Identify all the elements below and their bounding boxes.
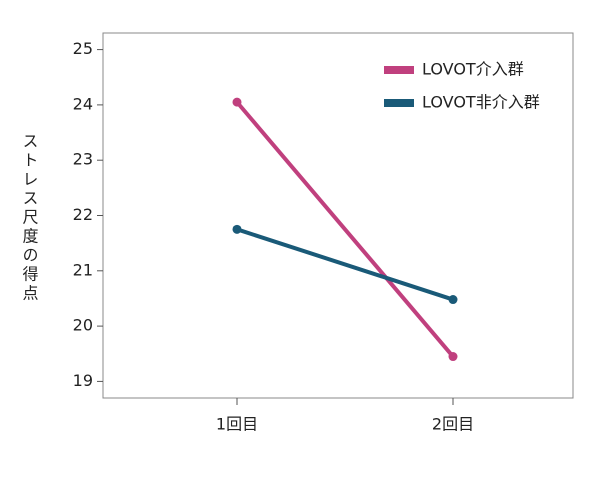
point (448, 295, 458, 305)
plot-frame (102, 32, 574, 399)
y-tick-label: 20 (73, 316, 93, 335)
x-tick-label: 2回目 (432, 415, 474, 434)
y-tick-label: 19 (73, 371, 93, 390)
legend-swatch (384, 99, 414, 107)
y-tick-label: 21 (73, 260, 93, 279)
series-line (236, 227, 454, 302)
point (232, 97, 242, 107)
y-axis-label: ストレス尺度の得点 (20, 133, 39, 304)
series-line (235, 100, 455, 358)
y-tick-label: 25 (73, 39, 93, 58)
y-tick-label: 24 (73, 94, 93, 113)
x-tick-label: 1回目 (216, 415, 258, 434)
point (448, 352, 458, 362)
legend-label: LOVOT非介入群 (422, 93, 540, 112)
y-tick-label: 22 (73, 205, 93, 224)
point (232, 224, 242, 234)
y-tick-label: 23 (73, 150, 93, 169)
legend-label: LOVOT介入群 (422, 60, 524, 79)
legend-swatch (384, 66, 414, 74)
